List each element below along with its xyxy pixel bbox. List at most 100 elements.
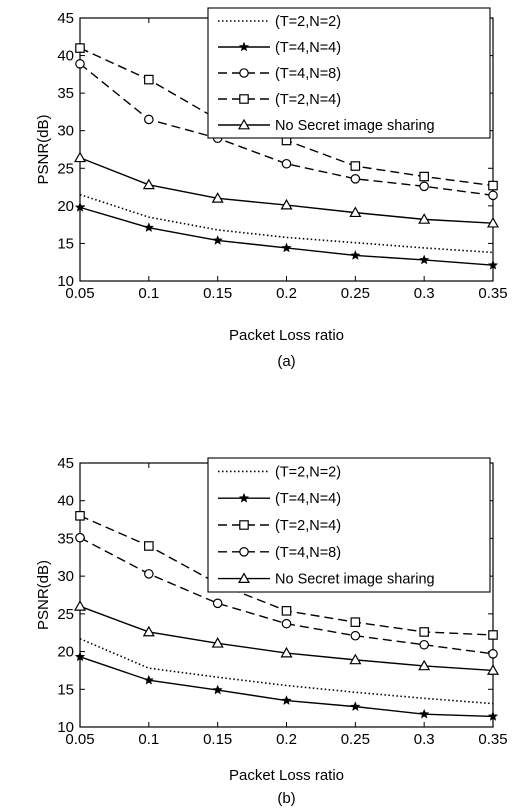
- x-tick-label: 0.05: [65, 285, 94, 302]
- series-1: [74, 651, 499, 721]
- data-point: [281, 618, 292, 629]
- data-point: [211, 637, 224, 648]
- series-3: [75, 532, 498, 659]
- data-point: [142, 625, 155, 637]
- data-point: [487, 711, 499, 721]
- legend-label: (T=2,N=4): [275, 92, 341, 108]
- legend-label: (T=2,N=2): [275, 14, 341, 30]
- legend-marker: [237, 118, 251, 130]
- series-line: [79, 206, 494, 266]
- x-tick-label: 0.15: [203, 285, 232, 302]
- x-tick-label: 0.15: [203, 731, 232, 748]
- x-axis-label: Packet Loss ratio: [229, 767, 344, 784]
- legend-marker: [239, 68, 249, 78]
- legend-label: (T=4,N=4): [275, 40, 341, 56]
- data-point: [281, 242, 292, 253]
- data-point: [212, 235, 223, 245]
- x-tick-label: 0.1: [138, 731, 159, 748]
- legend: (T=2,N=2) (T=4,N=4) (T=4,N=8) (T=2,N=4) No S…: [207, 7, 491, 139]
- data-point: [419, 254, 430, 265]
- panel-caption: (b): [277, 790, 295, 807]
- data-point: [488, 649, 498, 659]
- y-tick-label: 30: [57, 123, 74, 140]
- data-point: [350, 630, 361, 641]
- series-0: [79, 193, 494, 254]
- data-point: [75, 59, 85, 69]
- data-point: [418, 213, 431, 224]
- data-point: [143, 674, 154, 685]
- legend-label: (T=4,N=8): [275, 545, 341, 561]
- x-axis-label: Packet Loss ratio: [229, 327, 344, 344]
- data-point: [142, 178, 155, 190]
- y-axis-label: PSNR(dB): [35, 560, 52, 630]
- legend: (T=2,N=2) (T=4,N=4) (T=2,N=4) (T=4,N=8) No S…: [207, 457, 491, 593]
- data-point: [419, 639, 429, 650]
- y-tick-label: 35: [57, 85, 74, 102]
- data-point: [75, 511, 85, 521]
- data-point: [350, 701, 361, 711]
- data-point: [487, 259, 499, 270]
- data-point: [418, 659, 431, 671]
- y-tick-label: 40: [57, 493, 74, 510]
- data-point: [143, 222, 154, 232]
- data-point: [144, 569, 154, 579]
- y-tick-label: 25: [57, 606, 74, 623]
- data-point: [419, 708, 430, 719]
- legend-label: (T=2,N=2): [275, 464, 341, 480]
- y-tick-label: 45: [57, 455, 74, 472]
- data-point: [419, 171, 429, 182]
- legend-marker: [239, 546, 249, 557]
- data-point: [280, 646, 293, 658]
- x-tick-label: 0.35: [478, 285, 507, 302]
- x-tick-label: 0.3: [414, 285, 435, 302]
- x-tick-label: 0.05: [65, 731, 94, 748]
- data-point: [144, 541, 154, 551]
- data-point: [281, 606, 292, 616]
- series-line: [79, 605, 494, 672]
- x-tick-label: 0.3: [414, 731, 435, 748]
- data-point: [144, 74, 154, 85]
- data-point: [144, 114, 154, 125]
- data-point: [75, 43, 85, 53]
- x-tick-label: 0.2: [276, 285, 297, 302]
- series-line: [79, 193, 494, 254]
- x-tick-label: 0.25: [341, 731, 370, 748]
- series-3: [75, 43, 498, 191]
- y-tick-label: 20: [57, 198, 74, 215]
- data-point: [486, 664, 500, 675]
- y-tick-label: 15: [57, 235, 74, 252]
- data-point: [350, 161, 361, 171]
- series-4: [73, 151, 500, 228]
- y-tick-label: 30: [57, 568, 74, 585]
- y-tick-label: 45: [57, 10, 74, 27]
- series-4: [73, 600, 500, 675]
- data-point: [350, 250, 361, 260]
- data-point: [75, 532, 85, 543]
- legend-marker: [237, 572, 251, 584]
- data-point: [212, 684, 223, 695]
- data-point: [350, 617, 361, 627]
- legend-label: No Secret image sharing: [275, 572, 435, 588]
- y-axis-label: PSNR(dB): [35, 114, 52, 184]
- data-point: [74, 651, 86, 662]
- legend-marker: [238, 41, 250, 52]
- data-point: [280, 198, 293, 210]
- data-point: [73, 151, 87, 163]
- data-point: [419, 181, 429, 192]
- data-point: [419, 627, 429, 637]
- series-1: [74, 202, 499, 270]
- x-tick-label: 0.2: [276, 731, 297, 748]
- data-point: [73, 600, 87, 611]
- data-point: [488, 180, 498, 191]
- data-point: [486, 216, 500, 228]
- data-point: [74, 202, 86, 212]
- x-tick-label: 0.25: [341, 285, 370, 302]
- data-point: [350, 174, 361, 184]
- legend-marker: [239, 520, 249, 530]
- y-tick-label: 10: [57, 273, 74, 290]
- data-point: [212, 598, 223, 609]
- legend-label: (T=4,N=8): [275, 66, 341, 82]
- data-point: [488, 630, 498, 640]
- y-tick-label: 20: [57, 644, 74, 661]
- y-tick-label: 25: [57, 160, 74, 177]
